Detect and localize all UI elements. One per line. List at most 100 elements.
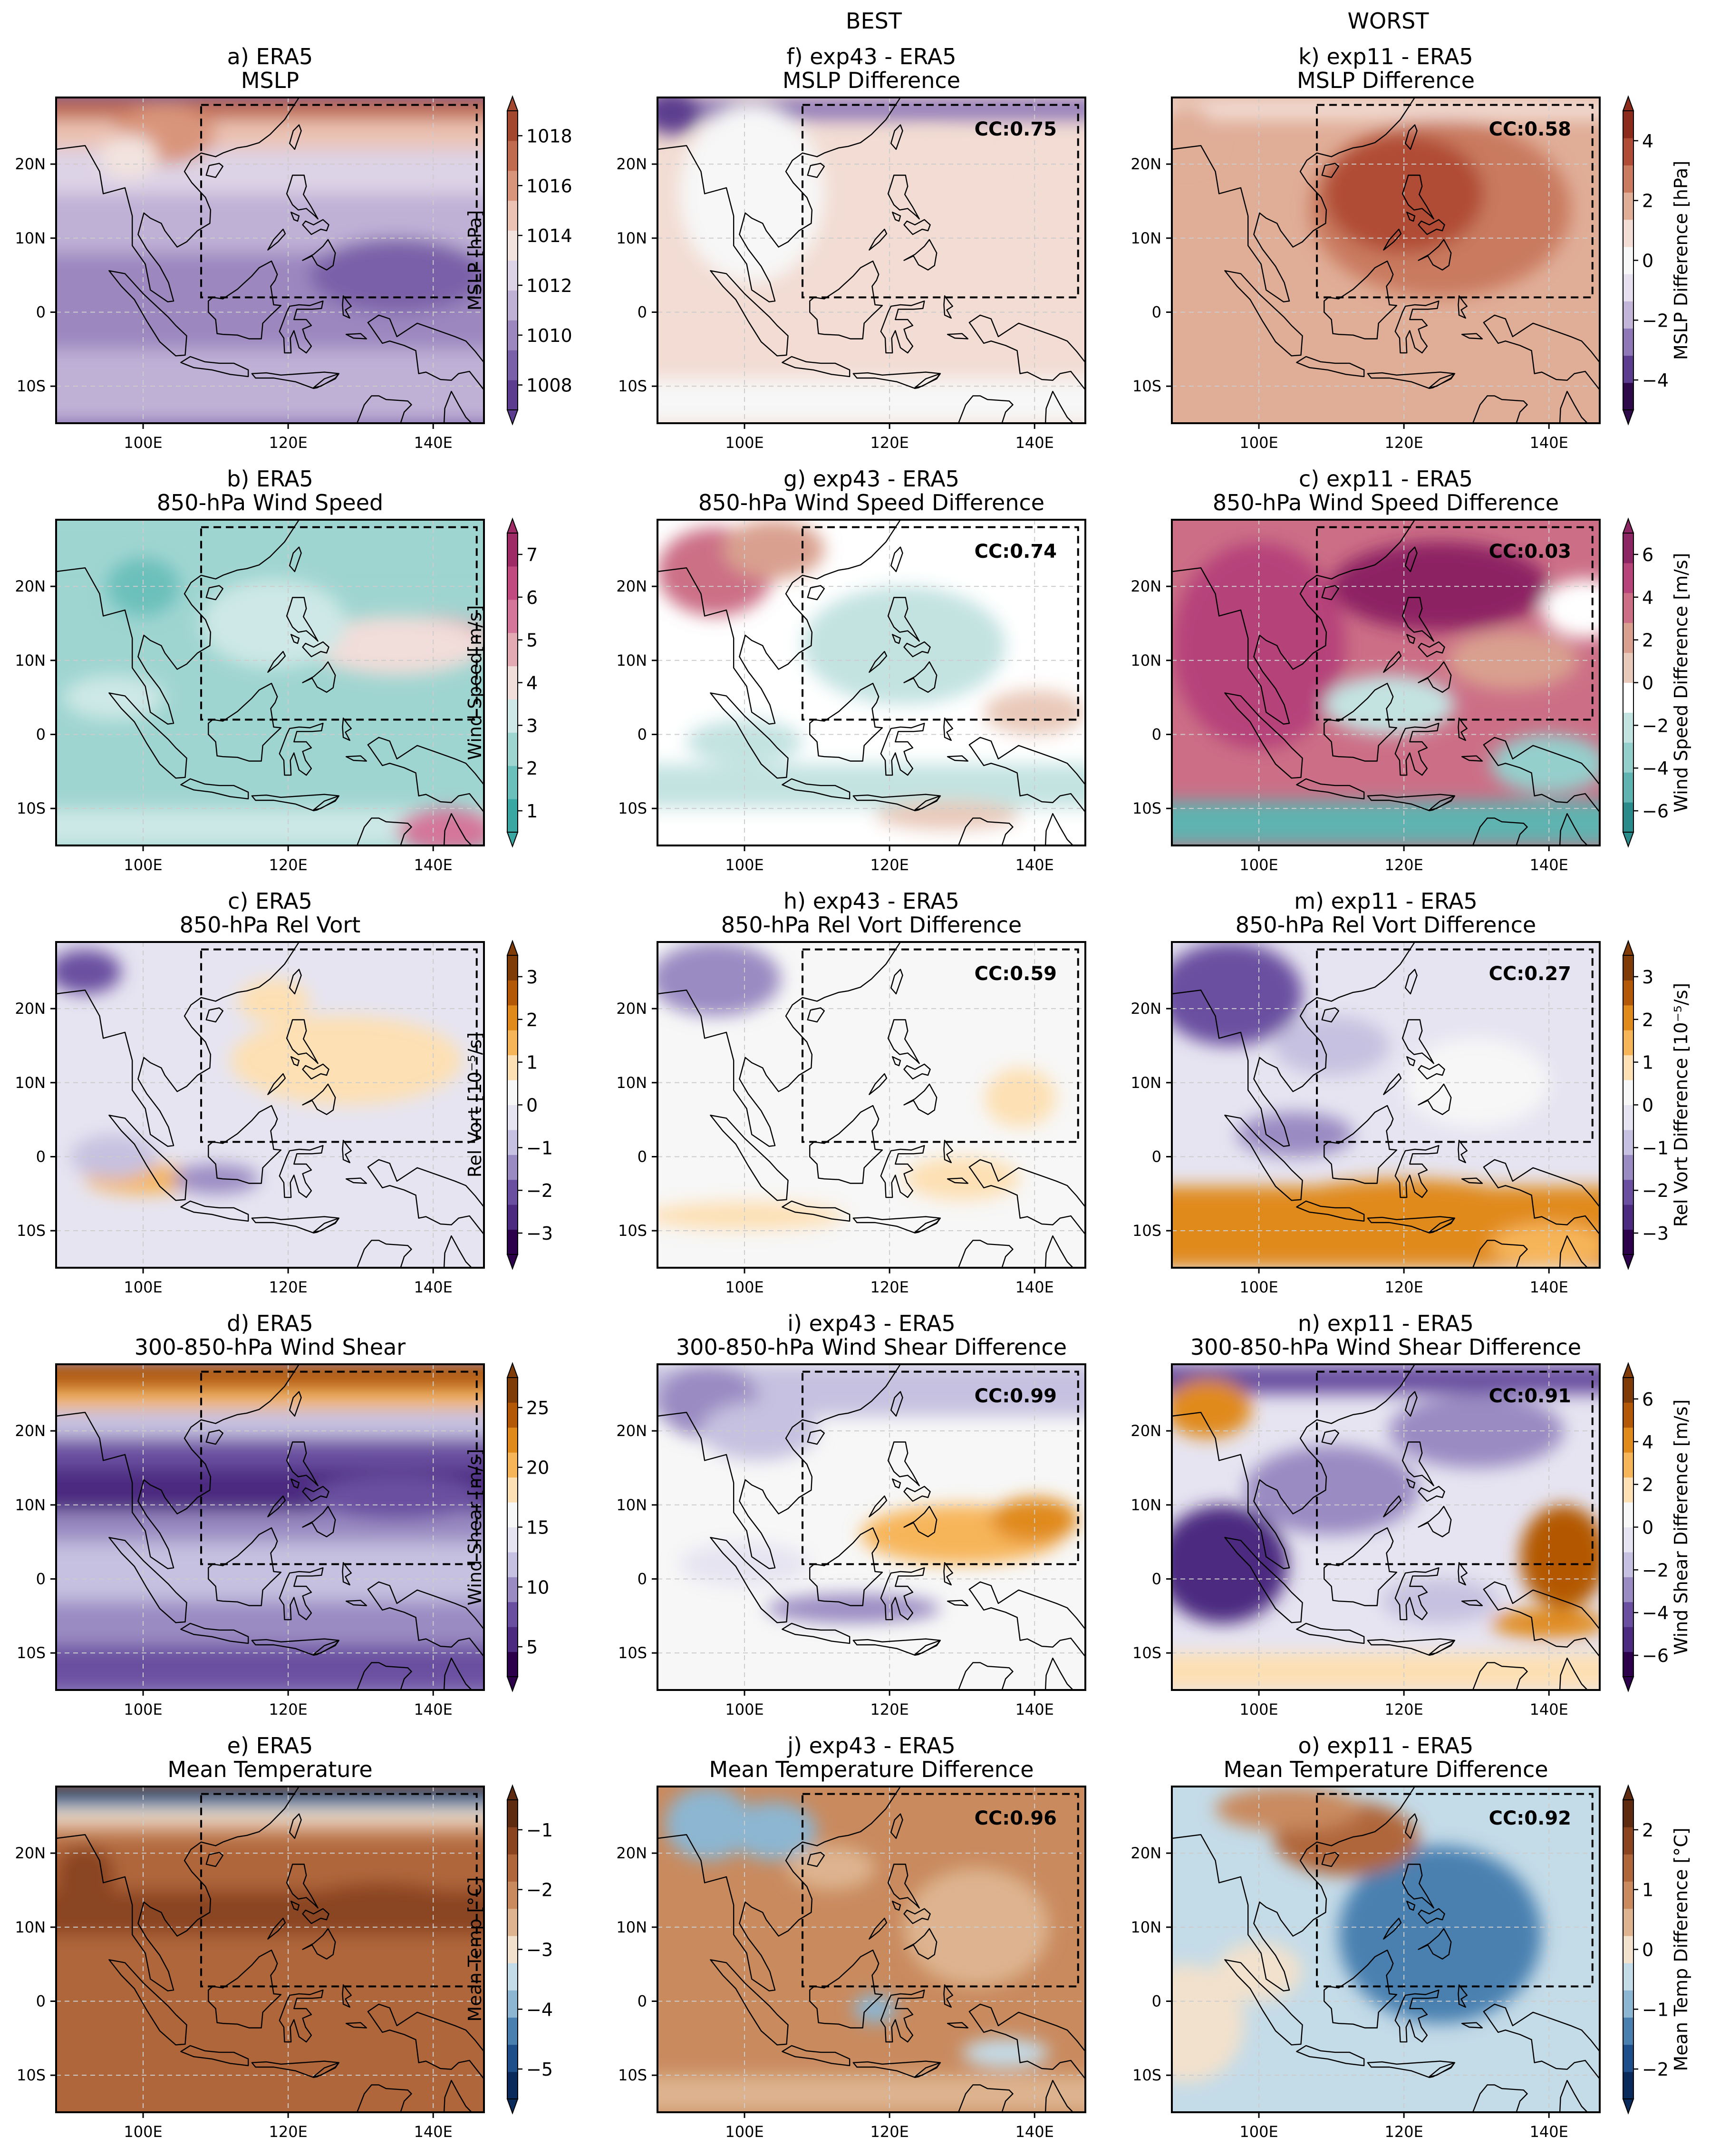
- colorbar-swatch: [507, 1651, 518, 1677]
- lat-tick-label: 10S: [1132, 1222, 1161, 1240]
- lat-tick-label: 0: [36, 1570, 46, 1588]
- lat-tick-label: 10S: [618, 377, 647, 395]
- contour-blob: [63, 675, 165, 720]
- colorbar-swatch: [1623, 1204, 1633, 1230]
- colorbar-swatch: [1623, 274, 1633, 301]
- colorbar-swatch: [507, 955, 518, 981]
- colorbar-tick-label: −3: [526, 1940, 553, 1961]
- field-layer: [657, 97, 1085, 423]
- colorbar-extend-max: [506, 1362, 519, 1378]
- colorbar-swatch: [507, 1005, 518, 1030]
- colorbar-swatch: [1623, 742, 1633, 773]
- lon-tick-label: 100E: [124, 2123, 162, 2141]
- lon-tick-label: 120E: [1384, 1700, 1423, 1719]
- colorbar-swatch: [1623, 138, 1633, 165]
- colorbar-swatch: [1623, 355, 1633, 383]
- lat-tick-label: 20N: [1131, 1422, 1161, 1440]
- colorbar-tick-label: 0: [1642, 1517, 1653, 1538]
- lon-tick-label: 140E: [1015, 1700, 1054, 1719]
- colorbar-tick-label: 1010: [526, 325, 572, 346]
- lon-tick-label: 120E: [870, 856, 908, 874]
- coastline: [1172, 97, 1600, 423]
- contour-blob: [802, 586, 1006, 705]
- colorbar-swatch: [507, 1477, 518, 1503]
- lat-tick-label: 0: [638, 303, 647, 321]
- lon-tick-label: 100E: [725, 2123, 763, 2141]
- contour-blob: [1215, 1787, 1361, 1831]
- lon-tick-label: 140E: [414, 1700, 453, 1719]
- coastline: [56, 520, 484, 845]
- lon-tick-label: 100E: [124, 856, 162, 874]
- panel-frame: [55, 1363, 485, 1691]
- colorbar: −6 −4 −2 0 2 4 6 Wind Shear Difference [m/s]: [1622, 1362, 1691, 1692]
- colorbar-label: Wind Shear Difference [m/s]: [1671, 1399, 1691, 1655]
- contour-blob: [237, 979, 310, 1024]
- colorbar-tick-label: −1: [1642, 1999, 1669, 2020]
- colorbar-tick-label: −4: [1642, 1602, 1669, 1623]
- lat-tick-label: 0: [36, 725, 46, 743]
- colorbar-label: MSLP [hPa]: [464, 210, 485, 311]
- colorbar-swatch: [507, 1030, 518, 1056]
- contour-blob: [1389, 1394, 1564, 1468]
- colorbar-swatch: [507, 1990, 518, 2018]
- colorbar: −3 −2 −1 0 1 2 3 Rel Vort Difference [10⁻⁵/s]: [1622, 940, 1691, 1270]
- contour-blob: [853, 1023, 998, 1113]
- colorbar-tick-label: 1: [526, 1052, 538, 1073]
- contour-band: [657, 2075, 1085, 2112]
- colorbar-swatch: [507, 170, 518, 201]
- lat-tick-label: 10S: [618, 1222, 647, 1240]
- contour-blob: [1172, 105, 1216, 165]
- colorbar-tick-label: 1: [526, 801, 538, 822]
- colorbar-swatch: [507, 230, 518, 261]
- correlation-label: CC:0.99: [975, 1385, 1057, 1407]
- colorbar-extend-max: [1622, 517, 1634, 534]
- colorbar-swatch: [1623, 2017, 1633, 2045]
- lat-tick-label: 10N: [616, 651, 647, 670]
- panel-title: n) exp11 - ERA5: [1298, 1311, 1474, 1336]
- panel-title: o) exp11 - ERA5: [1298, 1733, 1474, 1758]
- panel-title: m) exp11 - ERA5: [1294, 888, 1478, 914]
- lat-tick-label: 10S: [1132, 2066, 1161, 2084]
- colorbar-tick-label: −5: [526, 2059, 553, 2080]
- colorbar-tick-label: 0: [1642, 673, 1653, 694]
- colorbar-tick-label: 2: [526, 1010, 538, 1030]
- panel-subtitle: Mean Temperature: [167, 1757, 372, 1782]
- colorbar-swatch: [1623, 1854, 1633, 1882]
- colorbar-swatch: [1623, 246, 1633, 274]
- colorbar-tick-label: −3: [1642, 1223, 1669, 1244]
- lat-tick-label: 20N: [1131, 1000, 1161, 1018]
- lat-tick-label: 20N: [1131, 577, 1161, 595]
- lat-tick-label: 20N: [616, 1000, 647, 1018]
- panel-subtitle: 300-850-hPa Wind Shear Difference: [1190, 1334, 1581, 1360]
- colorbar-swatch: [1623, 111, 1633, 138]
- lon-tick-label: 140E: [1530, 856, 1568, 874]
- field-layer: [657, 1364, 1085, 1690]
- colorbar-tick-label: 1: [1642, 1052, 1653, 1073]
- colorbar-tick-label: 2: [1642, 630, 1653, 651]
- lat-tick-label: 0: [36, 1992, 46, 2010]
- contour-blob: [1447, 631, 1578, 690]
- colorbar-swatch: [1623, 1030, 1633, 1056]
- colorbar-extend-min: [1622, 1676, 1634, 1692]
- lon-tick-label: 100E: [124, 1278, 162, 1296]
- field-layer: [657, 520, 1085, 845]
- panel-frame: [657, 97, 1086, 424]
- panel-frame: [1171, 519, 1601, 846]
- lat-tick-label: 10S: [1132, 377, 1161, 395]
- contour-band: [56, 1408, 484, 1438]
- analysis-box: [802, 1370, 1079, 1565]
- contour-band: [56, 1838, 484, 1890]
- colorbar-swatch: [507, 1080, 518, 1105]
- colorbar-tick-label: 0: [1642, 251, 1653, 272]
- colorbar-extend-min: [1622, 832, 1634, 848]
- lat-tick-label: 10N: [616, 1496, 647, 1514]
- colorbar-swatch: [1623, 165, 1633, 193]
- colorbar-swatch: [507, 1527, 518, 1553]
- analysis-box: [1316, 948, 1594, 1143]
- panel-frame: [657, 1786, 1086, 2113]
- colorbar-swatch: [507, 1627, 518, 1652]
